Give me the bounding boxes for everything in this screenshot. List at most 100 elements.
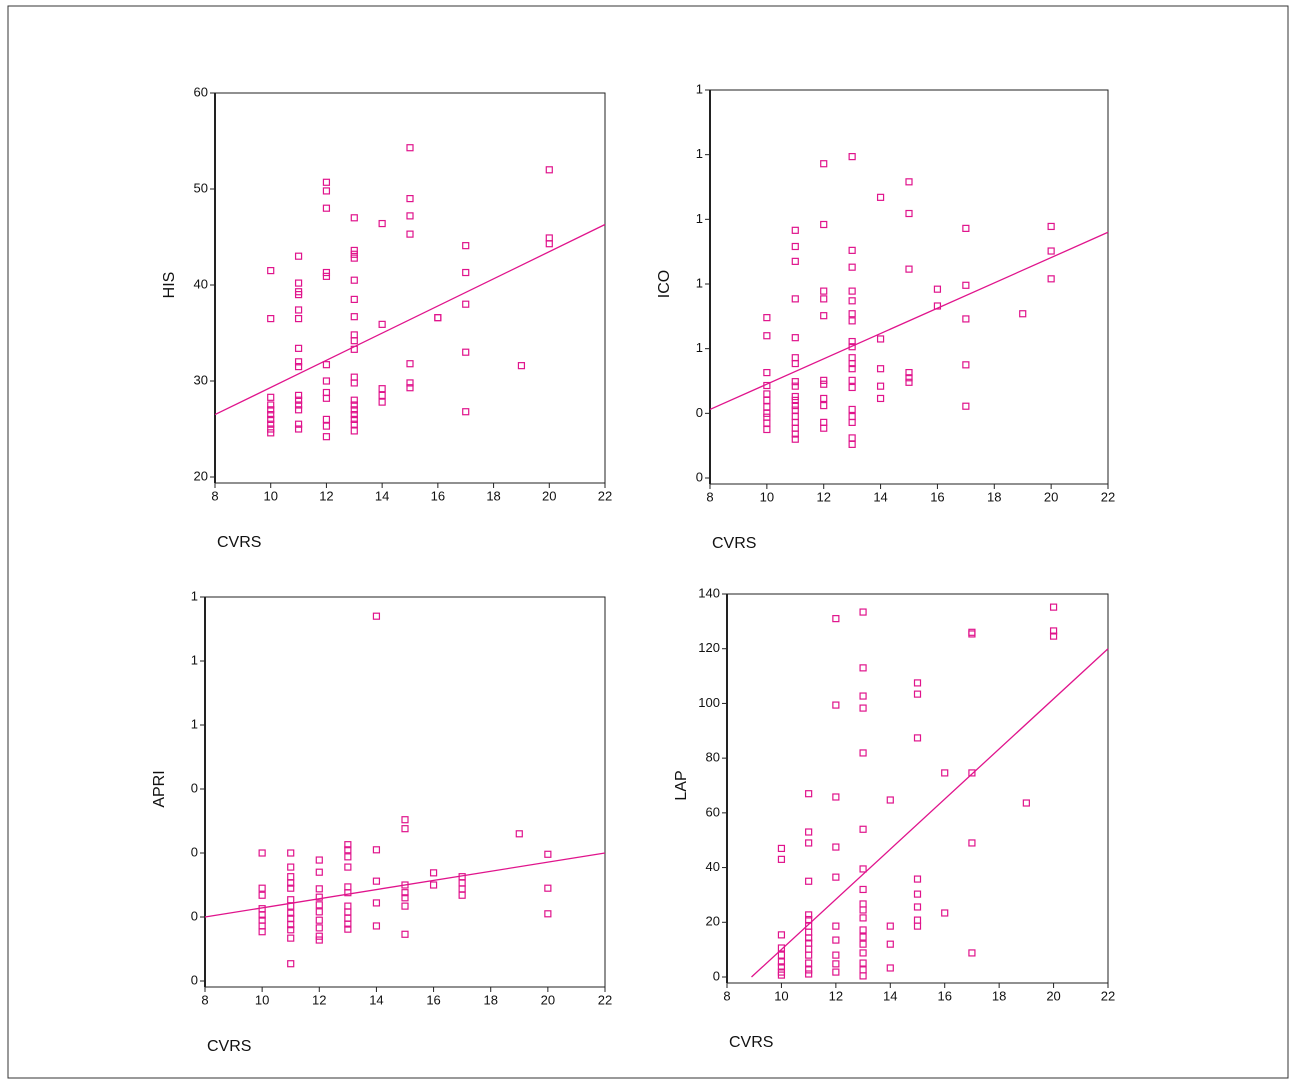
point [267,393,275,401]
point [859,972,867,980]
point [294,425,303,433]
x-tick-label: 16 [426,992,440,1007]
point [287,873,295,881]
point [322,394,331,402]
point [378,320,386,328]
point [859,885,867,894]
fit-line [751,648,1109,978]
point [544,884,552,892]
x-axis-title: CVRS [207,1038,251,1055]
point [832,615,840,623]
point [344,853,352,861]
point [350,254,358,262]
point [258,911,266,919]
x-axis-title: CVRS [217,534,261,551]
point [763,425,771,434]
point [832,793,840,801]
point [322,187,331,195]
point [372,612,381,620]
point [322,388,331,397]
point [848,354,856,362]
point [1049,632,1058,640]
point [777,844,786,853]
plot-frame [726,593,1109,984]
point [294,358,303,366]
point [372,899,381,907]
point [315,893,323,901]
x-tick-label: 18 [987,489,1001,504]
point [458,879,466,887]
point [763,390,771,398]
y-tick-label: 60 [194,84,208,99]
y-tick-label: 40 [706,859,720,874]
point [848,297,856,305]
point [287,921,295,929]
point [859,865,867,873]
point [434,314,442,322]
point [832,873,840,881]
y-tick-label: 0 [191,780,198,795]
point [350,411,358,419]
point [905,374,913,382]
point [876,193,885,201]
point [458,891,466,899]
x-tick-label: 10 [255,992,269,1007]
point [820,160,828,168]
point [267,401,275,409]
point [791,295,799,303]
point [350,427,358,435]
point [401,930,409,938]
x-tick-label: 14 [375,488,389,503]
y-tick-label: 1 [696,275,703,290]
point [805,828,813,836]
point [791,382,799,390]
point [287,926,295,934]
point [315,936,323,944]
point [287,934,295,942]
point [876,382,885,390]
point [859,749,867,757]
point [401,894,409,902]
point [905,209,913,218]
y-tick-label: 1 [191,652,198,667]
x-tick-label: 20 [1046,988,1060,1003]
point [406,379,414,387]
point [791,396,799,404]
x-tick-label: 14 [369,992,383,1007]
point [913,679,922,687]
point [913,890,922,898]
point [962,361,970,369]
point [848,418,856,426]
point [859,940,867,948]
point [791,418,799,426]
point [805,966,813,974]
y-tick-label: 120 [698,640,720,655]
x-tick-label: 20 [541,992,555,1007]
point [848,383,856,392]
x-tick-label: 18 [992,988,1006,1003]
point [378,391,386,399]
point [763,314,771,322]
point [267,420,275,428]
point [848,440,856,448]
x-axis-title: CVRS [712,535,756,552]
point [406,360,414,368]
point [777,963,786,971]
point [315,916,323,924]
point [805,970,813,978]
point [462,408,470,416]
point [322,422,331,430]
point [315,856,323,864]
point [344,902,352,910]
point [1049,603,1058,611]
point [886,796,894,804]
y-tick-label: 40 [194,276,208,291]
x-tick-label: 16 [431,488,445,503]
point [820,312,828,320]
point [859,966,867,974]
point [848,310,856,318]
point [763,368,771,377]
point [287,909,295,917]
y-tick-label: 1 [191,716,198,731]
x-tick-label: 10 [263,488,277,503]
